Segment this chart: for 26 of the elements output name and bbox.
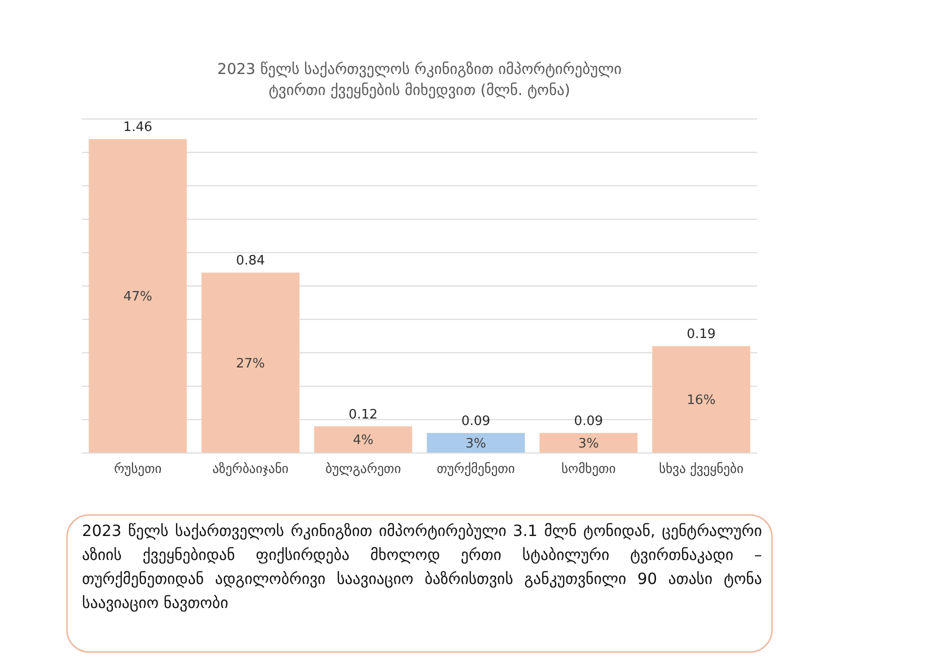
x-tick-label: თურქმენეთი	[436, 462, 516, 477]
annotation: 0.09	[574, 414, 604, 429]
bar	[314, 426, 412, 453]
x-tick-label: აზერბაიჯანი	[212, 462, 289, 477]
annotation: 0.12	[348, 407, 378, 422]
annotation: 0.19	[686, 327, 716, 342]
data-label: 3%	[578, 436, 599, 452]
chart-title: 2023 წელს საქართველოს რკინიგზით იმპორტირებული ტვირთი ქვეყნების მიხედვით (მლნ. ტონა)	[217, 60, 622, 99]
bar	[426, 432, 525, 453]
annotation: 1.46	[123, 120, 152, 136]
bar	[652, 346, 750, 453]
data-label: 27%	[236, 356, 265, 372]
annotation: 0.09	[461, 414, 490, 429]
x-tick-label: ბულგარეთი	[325, 462, 402, 477]
x-tick-label: რუსეთი	[114, 462, 162, 477]
data-label: 47%	[123, 290, 152, 305]
bar	[201, 272, 300, 453]
bar	[540, 432, 638, 453]
annotation: 0.84	[236, 254, 265, 269]
data-label: 3%	[466, 436, 486, 452]
x-tick-label: სხვა ქვეყნები	[658, 462, 744, 477]
bar	[88, 139, 187, 453]
x-tick-label: სომხეთი	[561, 462, 616, 477]
data-label: 4%	[352, 433, 374, 448]
text: 2023 წელს საქართველოს რკინიგზით იმპორტირებული 3.1 მლნ ტონიდან, ცენტრალური აზიის ქვეყნებიდან ფიქსირდება მხოლოდ ერთი სტაბილური ტვირთნაკადი – თურქმენეთიდან ადგილობრივი საავიაციო ბაზრისთვის განკუთვნილი 90 ათასი ტონა საავიაციო ნავთობი	[82, 521, 762, 614]
data-label: 16%	[686, 393, 716, 408]
